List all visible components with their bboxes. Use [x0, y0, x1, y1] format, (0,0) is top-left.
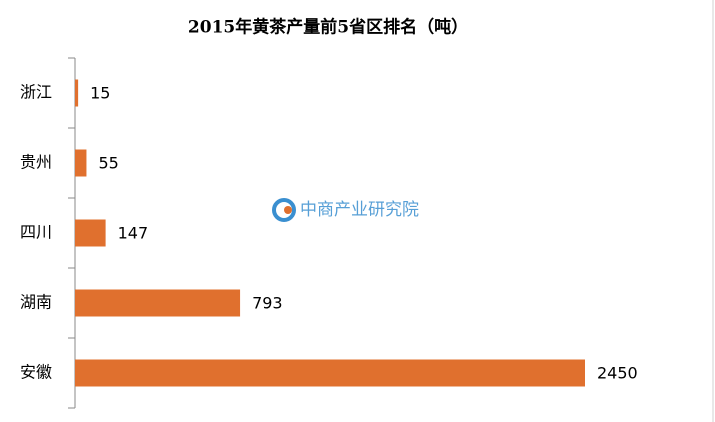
value-label: 15: [90, 84, 110, 103]
category-label: 浙江: [20, 83, 52, 102]
value-label: 147: [118, 224, 149, 243]
category-label: 安徽: [20, 363, 52, 382]
chart-title: 2015年黄茶产量前5省区排名（吨）: [188, 17, 468, 38]
value-label: 2450: [597, 364, 638, 383]
watermark-logo: [272, 198, 296, 222]
value-label: 55: [98, 154, 118, 173]
category-label: 贵州: [20, 153, 52, 172]
bar: [75, 79, 79, 107]
bar: [75, 359, 585, 387]
category-label: 湖南: [20, 293, 52, 312]
watermark: 中商产业研究院: [300, 200, 419, 220]
category-label: 四川: [20, 223, 52, 242]
bar: [75, 149, 87, 177]
bar: [75, 289, 241, 317]
bar: [75, 219, 106, 247]
value-label: 793: [252, 294, 283, 313]
